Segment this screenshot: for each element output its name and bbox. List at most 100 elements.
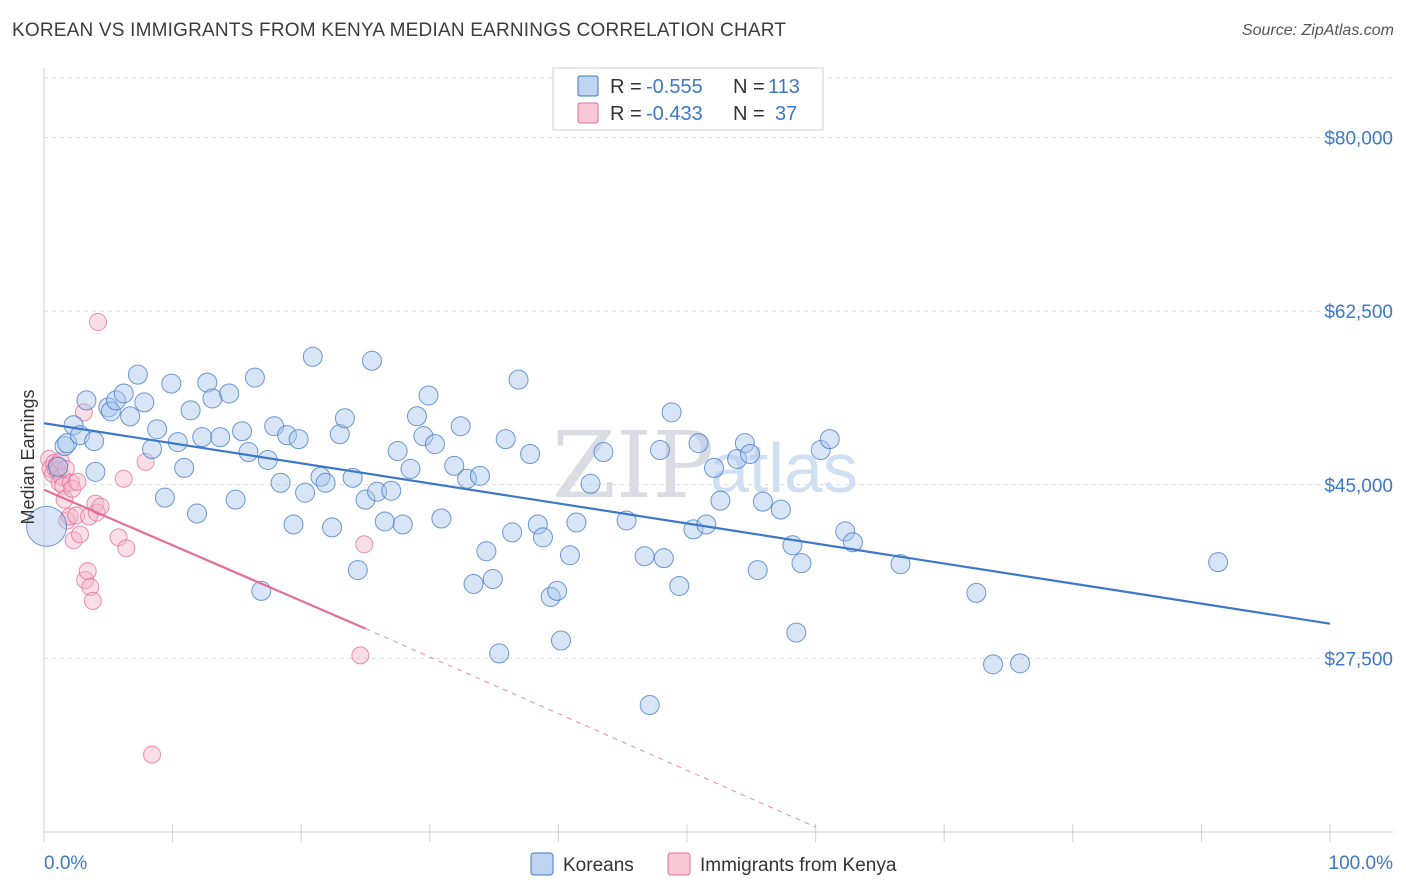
korean-point (661, 402, 682, 423)
kenya-trend-line (43, 488, 366, 630)
korean-point (54, 436, 75, 457)
korean-point (238, 442, 259, 463)
korean-point (983, 654, 1004, 675)
korean-point (355, 489, 376, 510)
kenya-point (68, 472, 87, 491)
korean-point (463, 573, 484, 594)
korean-point (734, 433, 755, 454)
korean-point (161, 373, 182, 394)
legend-swatch-koreans (577, 75, 599, 97)
kenya-point (355, 535, 374, 554)
korean-point (367, 481, 388, 502)
kenya-point (74, 403, 93, 422)
korean-point (283, 514, 304, 535)
korean-point (791, 553, 812, 574)
korean-point (532, 527, 553, 548)
y-tick-label-1: $62,500 (1324, 302, 1393, 323)
bottom-legend-kenya: Immigrants from Kenya (700, 855, 897, 876)
korean-point (819, 429, 840, 450)
legend-n-label-1: N = (733, 76, 765, 98)
korean-point (527, 514, 548, 535)
korean-point (113, 383, 134, 404)
korean-point (566, 512, 587, 533)
kenya-point (351, 646, 370, 665)
korean-point (476, 541, 497, 562)
korean-point (277, 425, 298, 446)
x-tick-label-min: 0.0% (44, 853, 87, 874)
korean-points (26, 346, 1229, 716)
korean-point (639, 695, 660, 716)
grid (44, 77, 1393, 659)
legend-n-value-1: 113 (768, 76, 800, 98)
korean-point (890, 554, 911, 575)
korean-point (649, 440, 670, 461)
korean-trend-line (43, 422, 1331, 625)
korean-point (192, 427, 213, 448)
axes (43, 68, 1393, 842)
korean-point (786, 622, 807, 643)
korean-point (966, 582, 987, 603)
korean-point (98, 397, 119, 418)
korean-point (63, 415, 84, 436)
korean-point (142, 439, 163, 460)
korean-point (197, 372, 218, 393)
korean-point (547, 580, 568, 601)
korean-point (329, 424, 350, 445)
korean-point (406, 406, 427, 427)
korean-point (334, 408, 355, 429)
korean-point (210, 427, 231, 448)
korean-point (174, 457, 195, 478)
x-tick-label-max: 100.0% (1329, 853, 1394, 874)
korean-point (747, 560, 768, 581)
korean-point (232, 421, 253, 442)
korean-point (508, 369, 529, 390)
korean-point (424, 434, 445, 455)
korean-point (100, 401, 121, 422)
bottom-legend-swatch-kenya (667, 852, 691, 876)
korean-point (495, 429, 516, 450)
y-tick-label-2: $45,000 (1324, 476, 1393, 497)
korean-point (288, 429, 309, 450)
kenya-point (143, 745, 162, 764)
kenya-trend-extension (365, 628, 816, 828)
korean-point (387, 441, 408, 462)
bottom-legend: Koreans Immigrants from Kenya (530, 852, 897, 876)
legend-n-label-2: N = (733, 103, 765, 125)
korean-point (740, 444, 761, 465)
korean-point (413, 426, 434, 447)
korean-point (634, 546, 655, 567)
kenya-point (71, 525, 90, 544)
korean-point (374, 511, 395, 532)
watermark-zip: ZIP (552, 412, 714, 519)
korean-point (580, 473, 601, 494)
legend-r-value-1: -0.555 (646, 76, 703, 98)
korean-point (392, 514, 413, 535)
korean-point (76, 390, 97, 411)
korean-point (669, 575, 690, 596)
legend-n-value-2: 37 (775, 103, 797, 125)
y-tick-label-0: $80,000 (1324, 129, 1393, 150)
korean-point (482, 569, 503, 590)
korean-point (26, 505, 68, 547)
korean-point (469, 465, 490, 486)
korean-point (147, 419, 168, 440)
trend-lines (43, 422, 1331, 828)
korean-point (134, 392, 155, 413)
korean-point (842, 532, 863, 553)
kenya-point (56, 459, 75, 478)
bottom-legend-swatch-koreans (530, 852, 554, 876)
korean-point (489, 643, 510, 664)
korean-point (381, 480, 402, 501)
korean-point (347, 560, 368, 581)
y-tick-labels: $80,000 $62,500 $45,000 $27,500 (1324, 129, 1393, 671)
chart-title: KOREAN VS IMMIGRANTS FROM KENYA MEDIAN E… (12, 20, 787, 41)
korean-point (540, 586, 561, 607)
legend: R = -0.555 N = 113 R = -0.433 N = 37 (552, 67, 824, 131)
korean-point (302, 346, 323, 367)
legend-swatch-kenya (577, 102, 599, 124)
korean-point (225, 489, 246, 510)
korean-point (520, 444, 541, 465)
korean-point (127, 364, 148, 385)
korean-point (444, 455, 465, 476)
